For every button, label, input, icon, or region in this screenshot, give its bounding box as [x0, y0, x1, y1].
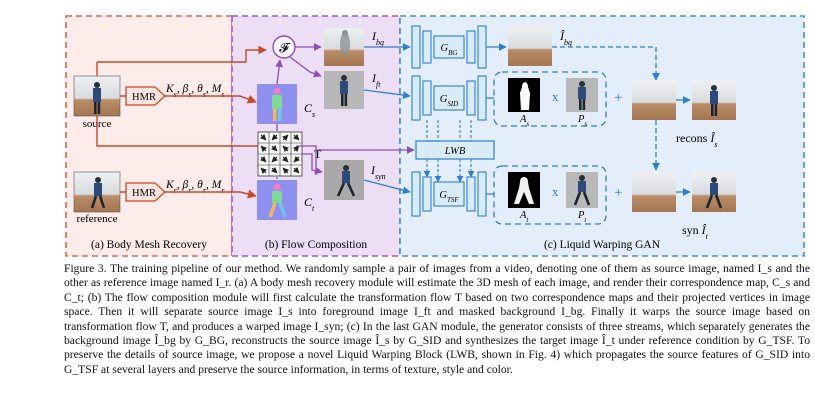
correspondence-map-target: [257, 180, 297, 220]
caption-text: Figure 3. The training pipeline of our m…: [64, 262, 810, 377]
synthesized-target-image: [692, 172, 736, 212]
correspondence-map-source: [257, 84, 297, 124]
caption-body: The training pipeline of our method. We …: [64, 262, 810, 376]
cs-label: Cs: [304, 101, 315, 119]
t-label: T: [314, 147, 322, 161]
reconstructed-source-image: [692, 80, 736, 120]
ct-label: Ct: [304, 195, 315, 213]
p-s-label: Ps: [577, 114, 587, 128]
caption-label: Figure 3.: [64, 262, 107, 275]
panel-label-a: (a) Body Mesh Recovery: [91, 239, 207, 251]
masked-background-image: [324, 28, 364, 66]
generator-bg: [411, 25, 487, 69]
background-copy-target: [632, 172, 676, 212]
generator-sid: [411, 75, 487, 121]
plus-sign-2: +: [614, 185, 622, 201]
panel-label-c: (c) Liquid Warping GAN: [544, 239, 661, 251]
reference-label: reference: [77, 213, 118, 225]
hmr-block-source: [125, 86, 166, 106]
hmr-label-reference: HMR: [132, 188, 156, 199]
generator-tsf: [411, 171, 487, 217]
tsf-output-group: [493, 165, 607, 225]
panel-body-mesh-recovery: [65, 15, 233, 257]
p-t-label: Pt: [577, 210, 587, 224]
flow-operator-label: 𝓕: [279, 40, 291, 55]
reference-image: [73, 171, 121, 213]
plus-sign-1: +: [614, 90, 622, 106]
foreground-image: [324, 71, 364, 109]
transformation-flow-grid: [257, 131, 303, 177]
figure-caption: Figure 3. The training pipeline of our m…: [64, 262, 810, 377]
panel-liquid-warping-gan: [399, 15, 805, 257]
color-map-target: [566, 172, 598, 208]
warped-image: [324, 160, 364, 200]
pipeline-figure: source reference HMR HMR Ks, βs, θs, Ms …: [65, 15, 805, 257]
params-reference: Kr, βr, θr, Mr: [165, 179, 225, 195]
color-map-source: [566, 78, 598, 112]
syn-label: syn Ît: [682, 223, 709, 241]
a-s-label: As: [519, 114, 529, 128]
recons-label: recons Îs: [676, 131, 717, 149]
times-sign-2: x: [552, 184, 559, 199]
params-source: Ks, βs, θs, Ms: [165, 83, 224, 99]
panel-label-b: (b) Flow Composition: [265, 239, 367, 251]
source-image: [73, 75, 121, 117]
i-ft-label: Ift: [371, 71, 381, 89]
lwb-label: LWB: [444, 146, 466, 157]
a-t-label: At: [519, 210, 529, 224]
background-copy-source: [632, 80, 676, 120]
hmr-block-reference: [125, 182, 166, 202]
lwb-block: [415, 140, 495, 160]
hmr-label-source: HMR: [132, 92, 156, 103]
times-sign-1: x: [552, 89, 559, 104]
generated-background-image: [508, 26, 552, 66]
